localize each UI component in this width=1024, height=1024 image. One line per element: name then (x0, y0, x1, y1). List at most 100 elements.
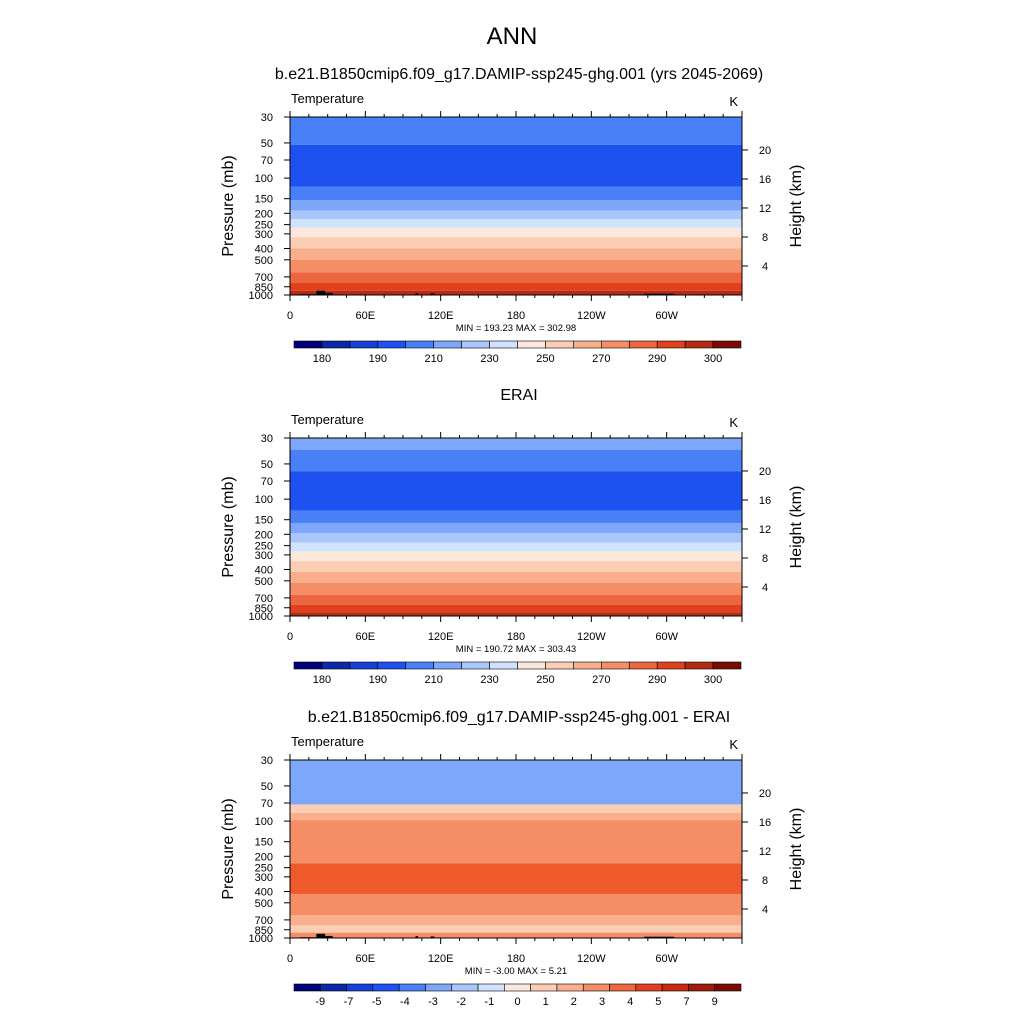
contour-band-2 (290, 812, 742, 821)
x-tick-label: 120W (577, 310, 606, 322)
contour-band-0 (290, 117, 742, 145)
y-tick-label: 200 (255, 529, 273, 541)
topography-block-2 (325, 935, 333, 938)
contour-band-4 (290, 522, 742, 534)
y-tick-label: 150 (255, 837, 273, 849)
y-tick-label: 200 (255, 851, 273, 863)
colorbar-label: 7 (683, 996, 689, 1008)
colorbar-segment-7 (489, 661, 518, 670)
y-tick-label: 70 (261, 155, 273, 167)
contour-band-4 (290, 210, 742, 220)
chart-panel-1: b.e21.B1850cmip6.f09_g17.DAMIP-ssp245-gh… (220, 66, 805, 365)
y-tick-label: 30 (261, 112, 273, 124)
colorbar-segment-3 (377, 661, 407, 670)
contour-band-9 (290, 571, 742, 583)
height-tick-label: 16 (759, 174, 771, 186)
contour-band-1 (290, 449, 742, 472)
colorbar-label: 300 (704, 674, 722, 686)
colorbar-segment-5 (433, 661, 462, 670)
height-tick-label: 20 (759, 466, 771, 478)
y-tick-label: 50 (261, 138, 273, 150)
colorbar-segment-10 (556, 983, 584, 992)
x-tick-label: 120E (428, 631, 454, 643)
colorbar-label: 0 (514, 996, 520, 1008)
y-tick-label: 300 (255, 872, 273, 884)
contour-band-3 (290, 820, 742, 864)
height-tick-label: 12 (759, 203, 771, 215)
contour-band-0 (290, 438, 742, 450)
colorbar-label: 290 (648, 353, 666, 365)
colorbar-segment-1 (321, 661, 351, 670)
y-tick-label: 400 (255, 564, 273, 576)
height-tick-label: 12 (759, 524, 771, 536)
contour-band-3 (290, 200, 742, 211)
panel-left-label: Temperature (291, 91, 364, 106)
height-tick-label: 12 (759, 846, 771, 858)
colorbar-label: -7 (344, 996, 354, 1008)
colorbar-label: 300 (704, 353, 722, 365)
x-tick-label: 120E (428, 310, 454, 322)
height-tick-label: 8 (762, 232, 768, 244)
height-tick-label: 8 (762, 875, 768, 887)
height-tick-label: 4 (762, 261, 768, 273)
y-tick-label: 100 (255, 494, 273, 506)
colorbar-segment-1 (319, 983, 347, 992)
colorbar-label: 270 (592, 674, 610, 686)
colorbar-segment-12 (628, 661, 658, 670)
x-axis: 0 60E 120E 180 120W 60W (287, 754, 743, 965)
colorbar-segment-9 (545, 340, 574, 349)
height-axis-title: Height (km) (788, 486, 805, 569)
y-axis-title: Pressure (mb) (220, 798, 237, 899)
topography-block-4 (430, 293, 435, 295)
colorbar-segment-5 (433, 340, 462, 349)
x-tick-label: 120E (428, 953, 454, 965)
y-tick-label: 300 (255, 229, 273, 241)
y-tick-label: 30 (261, 755, 273, 767)
colorbar-segment-16 (714, 983, 742, 992)
panel-units-label: K (729, 415, 738, 430)
colorbar-segment-3 (377, 340, 407, 349)
colorbar-segment-13 (656, 661, 686, 670)
topography-block-3 (415, 293, 419, 295)
panels: b.e21.B1850cmip6.f09_g17.DAMIP-ssp245-gh… (220, 66, 805, 1008)
contour-band-9 (290, 259, 742, 273)
colorbar-segment-12 (609, 983, 637, 992)
x-tick-label: 0 (287, 310, 293, 322)
colorbar-label: 3 (599, 996, 605, 1008)
x-tick-label: 60E (356, 953, 376, 965)
y-tick-label: 50 (261, 781, 273, 793)
colorbar-segment-14 (684, 661, 714, 670)
y-tick-label: 1000 (249, 611, 273, 623)
y-tick-label: 850 (255, 282, 273, 294)
topography-block-5 (644, 293, 675, 295)
colorbar-segment-2 (346, 983, 374, 992)
contour-band-1 (290, 144, 742, 187)
contour-band-12 (290, 604, 742, 613)
height-axis-title: Height (km) (788, 808, 805, 891)
colorbar-segment-2 (349, 340, 379, 349)
colorbar-segment-1 (321, 340, 351, 349)
colorbar-label: -2 (456, 996, 466, 1008)
colorbar-segment-7 (477, 983, 505, 992)
colorbar-segment-4 (398, 983, 426, 992)
colorbar-label: -5 (372, 996, 382, 1008)
y-tick-label: 150 (255, 194, 273, 206)
colorbar-segment-10 (573, 661, 602, 670)
colorbar: -9 -7 -5 -4 -3 -2 -1 0 1 2 3 4 5 7 9 (293, 983, 742, 1008)
height-tick-label: 16 (759, 817, 771, 829)
y-tick-label: 500 (255, 576, 273, 588)
contour-bands (290, 117, 742, 295)
panel-title: b.e21.B1850cmip6.f09_g17.DAMIP-ssp245-gh… (308, 709, 730, 726)
colorbar-label: -1 (484, 996, 494, 1008)
stats-label: MIN = 190.72 MAX = 303.43 (456, 644, 576, 655)
contour-band-11 (290, 594, 742, 605)
colorbar-label: 1 (543, 996, 549, 1008)
colorbar-segment-0 (293, 983, 321, 992)
topography-block-5 (644, 936, 675, 938)
colorbar-label: 180 (313, 353, 331, 365)
y-tick-label: 850 (255, 925, 273, 937)
x-axis: 0 60E 120E 180 120W 60W (287, 432, 743, 643)
